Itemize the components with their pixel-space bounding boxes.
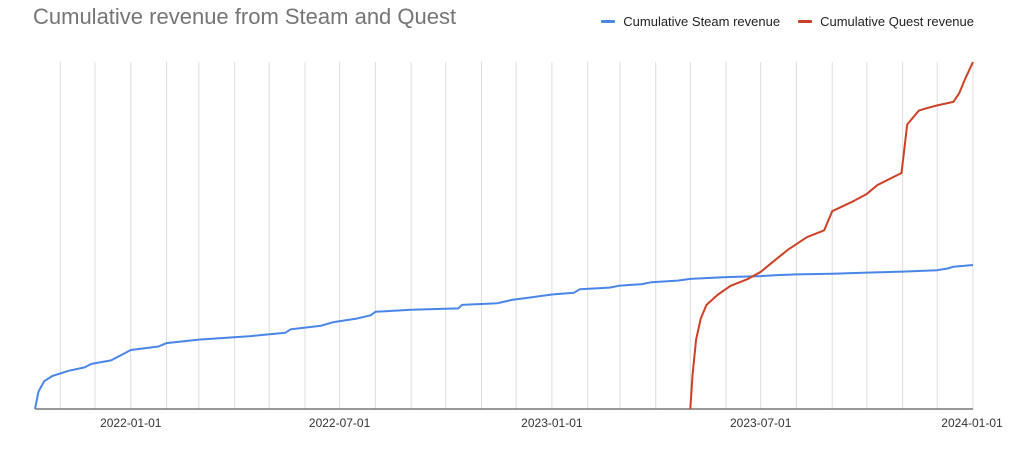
gridlines [59, 62, 974, 409]
legend-swatch-steam [601, 20, 616, 23]
series-line-steam[interactable] [34, 264, 974, 410]
x-tick-label: 2024-01-01 [941, 416, 1003, 430]
x-axis-ticks: 2022-01-01 2022-07-01 2023-01-01 2023-07-01… [100, 416, 1003, 430]
x-tick-label: 2022-07-01 [309, 416, 371, 430]
chart-title: Cumulative revenue from Steam and Quest [33, 4, 457, 29]
legend-label-quest: Cumulative Quest revenue [820, 14, 974, 29]
x-tick-label: 2022-01-01 [100, 416, 162, 430]
x-tick-label: 2023-01-01 [521, 416, 583, 430]
legend-label-steam: Cumulative Steam revenue [623, 14, 781, 29]
legend-item-quest[interactable]: Cumulative Quest revenue [798, 14, 974, 29]
x-tick-label: 2023-07-01 [730, 416, 792, 430]
series-layer [34, 61, 974, 410]
series-line-quest[interactable] [689, 61, 974, 410]
legend-swatch-quest [798, 20, 813, 23]
legend: Cumulative Steam revenue Cumulative Ques… [601, 14, 974, 29]
legend-item-steam[interactable]: Cumulative Steam revenue [601, 14, 780, 29]
